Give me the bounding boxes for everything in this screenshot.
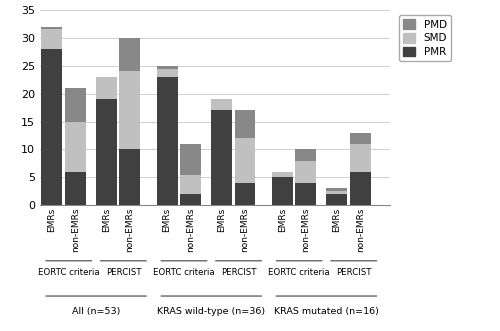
Bar [272, 172, 292, 177]
Bar [96, 99, 117, 205]
Text: PERCIST: PERCIST [336, 268, 372, 277]
Text: All (n=53): All (n=53) [72, 307, 120, 316]
Bar [156, 77, 178, 205]
Bar [65, 172, 86, 205]
Bar [42, 49, 62, 205]
Bar [326, 194, 347, 205]
Bar [156, 69, 178, 77]
Bar [65, 121, 86, 172]
Bar [272, 177, 292, 205]
Bar [295, 149, 316, 161]
Text: KRAS mutated (n=16): KRAS mutated (n=16) [274, 307, 379, 316]
Bar [120, 71, 141, 149]
Bar [120, 149, 141, 205]
Bar [42, 27, 62, 29]
Bar [180, 174, 201, 194]
Bar [42, 29, 62, 49]
Text: PERCIST: PERCIST [106, 268, 141, 277]
Bar [295, 161, 316, 183]
Bar [234, 183, 256, 205]
Bar [234, 138, 256, 183]
Bar [212, 99, 232, 110]
Bar [350, 172, 370, 205]
Bar [65, 88, 86, 121]
Bar [350, 133, 370, 144]
Bar [120, 38, 141, 71]
Bar [180, 194, 201, 205]
Text: KRAS wild-type (n=36): KRAS wild-type (n=36) [157, 307, 266, 316]
Text: EORTC criteria: EORTC criteria [153, 268, 215, 277]
Bar [156, 66, 178, 69]
Text: PERCIST: PERCIST [221, 268, 256, 277]
Bar [180, 144, 201, 174]
Bar [326, 191, 347, 194]
Bar [295, 183, 316, 205]
Bar [234, 110, 256, 138]
Legend: PMD, SMD, PMR: PMD, SMD, PMR [398, 15, 452, 62]
Text: EORTC criteria: EORTC criteria [38, 268, 100, 277]
Bar [96, 77, 117, 99]
Bar [212, 110, 232, 205]
Text: EORTC criteria: EORTC criteria [268, 268, 330, 277]
Bar [326, 188, 347, 191]
Bar [350, 144, 370, 172]
